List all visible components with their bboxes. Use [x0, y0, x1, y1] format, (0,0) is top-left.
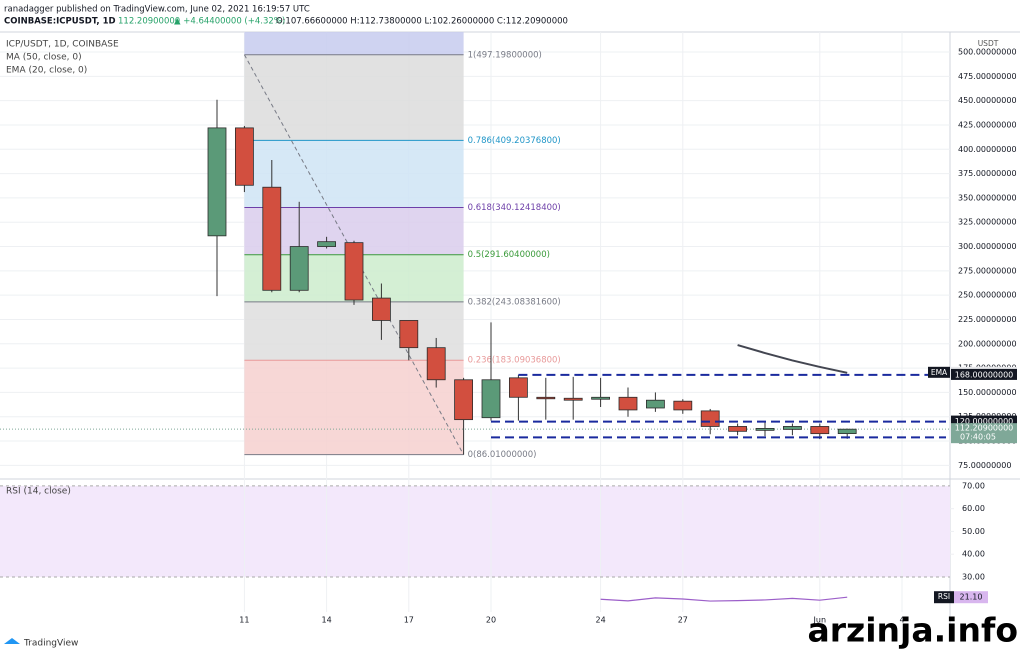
y-tick-label: 400.00000000 [958, 145, 1017, 154]
fib-label: 0.786(409.20376800) [468, 136, 561, 146]
rsi-tick-label: 40.00 [962, 550, 985, 559]
countdown: 07:40:05 [960, 433, 996, 442]
y-tick-label: 425.00000000 [958, 120, 1017, 129]
symbol: COINBASE:ICPUSDT, 1D [4, 17, 116, 27]
candle-body [262, 186, 282, 291]
x-tick-label: 17 [404, 616, 414, 625]
ema-tag-bg [928, 366, 950, 378]
rsi-tag-bg [934, 591, 954, 604]
candle-body [536, 396, 556, 400]
x-tick-label: 14 [322, 616, 332, 625]
level-label: 120.00000000 [955, 417, 1014, 426]
rsi-label-bg [954, 591, 988, 604]
candle-body [755, 428, 775, 431]
fib-label: 0.5(291.60400000) [468, 250, 550, 260]
fib-trend [243, 54, 465, 455]
logo: TradingView [23, 639, 78, 649]
fib-label: 0.382(243.08381600) [468, 297, 561, 307]
y-tick-label: 375.00000000 [958, 169, 1017, 178]
candle-body [591, 396, 610, 400]
x-tick-label: 27 [678, 616, 688, 625]
candle-body [289, 246, 309, 291]
y-tick-label: 450.00000000 [958, 96, 1017, 105]
rsi-tag: RSI [938, 592, 950, 601]
rsi-tick-label: 60.00 [962, 504, 985, 513]
candle-body [646, 399, 665, 409]
y-tick-label: 275.00000000 [958, 266, 1017, 275]
candle-body [618, 396, 638, 411]
chart-title: ICP/USDT, 1D, COINBASE [6, 40, 119, 50]
indicator-label: MA (50, close, 0) [6, 53, 82, 63]
candle-body [344, 242, 364, 301]
y-tick-label: 475.00000000 [958, 72, 1017, 81]
candle-body [371, 297, 391, 321]
x-tick-label: 24 [596, 616, 606, 625]
x-tick-label: 11 [239, 616, 249, 625]
candle-body [399, 320, 419, 349]
fib-label: 0(86.01000000) [468, 450, 537, 460]
candle-body [673, 400, 693, 411]
candle-body [481, 379, 501, 419]
candle-body [426, 347, 446, 381]
candle-body [810, 426, 830, 435]
y-tick-label: 350.00000000 [958, 193, 1017, 202]
y-tick-label: 225.00000000 [958, 315, 1017, 324]
y-tick-label: 200.00000000 [958, 339, 1017, 348]
y-tick-label: 250.00000000 [958, 291, 1017, 300]
level-label-bg [951, 368, 1017, 380]
last-price-label: 112.20900000 [955, 424, 1014, 433]
fib-band [244, 32, 464, 55]
price: 112.20900000 [118, 17, 180, 27]
change: ▲ +4.64400000 (+4.32%) [174, 17, 285, 27]
byline: ranadagger published on TradingView.com,… [4, 5, 310, 15]
fib-label: 1(497.19800000) [468, 50, 542, 60]
y-tick-label: 150.00000000 [958, 388, 1017, 397]
candle-body [783, 426, 802, 430]
ohlc: O:107.66600000 H:112.73800000 L:102.2600… [276, 17, 568, 27]
x-tick-label: Jun [813, 616, 827, 625]
candle-body [563, 397, 583, 401]
y-unit: USDT [978, 39, 999, 48]
watermark: arzinja.info [807, 611, 1018, 650]
candle-body [454, 379, 474, 421]
fib-label: 0.236(183.09036800) [468, 356, 561, 366]
candle-body [207, 127, 227, 237]
level-label-bg [951, 415, 1017, 427]
rsi-title: RSI (14, close) [6, 487, 71, 497]
logo-icon [4, 638, 20, 644]
candle-body [508, 377, 528, 398]
rsi-band [0, 485, 950, 577]
rsi-tick-label: 30.00 [962, 572, 985, 581]
ema-line [737, 344, 848, 374]
y-tick-label: 300.00000000 [958, 242, 1017, 251]
x-tick-label: 4 [899, 616, 904, 625]
candle-body [317, 241, 337, 247]
last-price-bg [951, 423, 1017, 444]
rsi-line [600, 596, 848, 602]
candle-body [700, 410, 720, 427]
candle-body [234, 127, 254, 186]
candle-body [728, 426, 747, 432]
level-label: 168.00000000 [955, 370, 1014, 379]
rsi-tick-label: 50.00 [962, 527, 985, 536]
y-tick-label: 500.00000000 [958, 48, 1017, 57]
candle-body [837, 428, 857, 434]
y-tick-label: 75.00000000 [958, 461, 1011, 470]
fib-label: 0.618(340.12418400) [468, 203, 561, 213]
ema-tag: EMA [931, 368, 948, 377]
indicator-label: EMA (20, close, 0) [6, 66, 87, 76]
fib-band [244, 54, 464, 141]
rsi-tick-label: 70.00 [962, 481, 985, 490]
y-tick-label: 325.00000000 [958, 218, 1017, 227]
rsi-label: 21.10 [960, 593, 983, 602]
x-tick-label: 20 [486, 616, 496, 625]
